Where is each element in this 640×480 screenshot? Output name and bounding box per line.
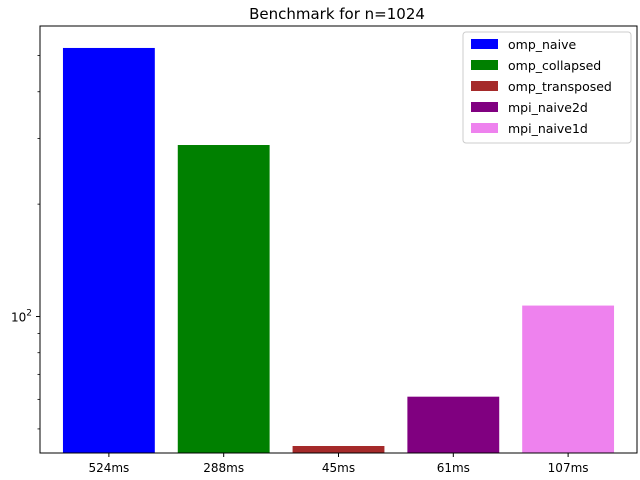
legend-swatch-omp_collapsed bbox=[471, 60, 498, 70]
x-tick-label: 45ms bbox=[322, 461, 355, 475]
y-tick-base: 10 bbox=[11, 311, 26, 325]
legend-swatch-omp_transposed bbox=[471, 81, 498, 91]
y-tick-label: 102 bbox=[11, 309, 32, 325]
legend-label: omp_transposed bbox=[508, 79, 612, 94]
x-tick-label: 107ms bbox=[548, 461, 589, 475]
x-tick-label: 524ms bbox=[88, 461, 129, 475]
legend-label: mpi_naive1d bbox=[508, 121, 588, 136]
legend-label: omp_naive bbox=[508, 37, 576, 52]
bar-omp_collapsed bbox=[177, 145, 270, 454]
bars-layer bbox=[62, 47, 615, 454]
legend: omp_naive omp_collapsed omp_transposed mpi_… bbox=[462, 31, 632, 144]
legend-swatch-mpi_naive2d bbox=[471, 102, 498, 112]
x-axis: 524ms 288ms 45ms 61ms 107ms bbox=[88, 453, 589, 475]
chart-title: Benchmark for n=1024 bbox=[249, 5, 425, 23]
bar-mpi_naive1d bbox=[522, 305, 615, 453]
bar-omp_transposed bbox=[292, 446, 385, 453]
legend-swatch-mpi_naive1d bbox=[471, 123, 498, 133]
y-tick-exponent: 2 bbox=[26, 309, 32, 319]
legend-label: mpi_naive2d bbox=[508, 100, 588, 115]
x-tick-label: 61ms bbox=[437, 461, 470, 475]
legend-box bbox=[462, 31, 632, 144]
legend-label: omp_collapsed bbox=[508, 58, 601, 73]
bar-mpi_naive2d bbox=[407, 396, 500, 453]
x-tick-label: 288ms bbox=[203, 461, 244, 475]
y-axis: 102 bbox=[11, 55, 40, 430]
bar-omp_naive bbox=[62, 47, 155, 454]
legend-swatch-omp_naive bbox=[471, 39, 498, 49]
